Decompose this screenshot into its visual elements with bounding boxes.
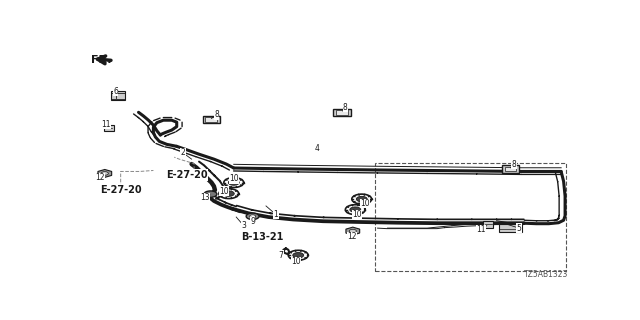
Text: E-27-20: E-27-20 <box>100 185 141 195</box>
Bar <box>111 91 125 100</box>
Circle shape <box>349 229 356 233</box>
Text: 12: 12 <box>95 173 104 182</box>
Bar <box>205 117 218 122</box>
Bar <box>202 116 220 124</box>
Text: 8: 8 <box>511 160 516 169</box>
Text: 6: 6 <box>113 87 118 96</box>
Polygon shape <box>98 170 111 177</box>
Circle shape <box>101 172 108 175</box>
Text: 13: 13 <box>200 193 210 202</box>
Text: 9: 9 <box>250 218 255 227</box>
Circle shape <box>356 196 367 202</box>
Text: 1: 1 <box>273 210 278 219</box>
Text: FR.: FR. <box>91 55 111 65</box>
Text: 11: 11 <box>101 120 111 129</box>
Text: 10: 10 <box>360 199 370 208</box>
Circle shape <box>246 213 259 220</box>
Circle shape <box>292 252 304 258</box>
Text: 5: 5 <box>516 224 522 233</box>
Polygon shape <box>346 227 360 235</box>
Circle shape <box>350 207 361 212</box>
Circle shape <box>204 191 217 197</box>
Bar <box>375 163 566 271</box>
Bar <box>333 108 351 116</box>
Text: 11: 11 <box>476 225 486 234</box>
Text: 4: 4 <box>315 144 319 153</box>
Bar <box>504 166 516 172</box>
Circle shape <box>223 191 234 196</box>
Text: E-27-20: E-27-20 <box>166 170 207 180</box>
Text: 10: 10 <box>352 210 362 219</box>
Bar <box>502 165 520 173</box>
Text: 10: 10 <box>219 187 228 196</box>
Text: 3: 3 <box>241 221 246 230</box>
Text: 2: 2 <box>180 148 186 157</box>
Text: 8: 8 <box>214 110 219 119</box>
Text: 10: 10 <box>229 174 239 183</box>
Text: B-13-21: B-13-21 <box>241 232 284 242</box>
Text: TZ5AB1323: TZ5AB1323 <box>524 270 568 279</box>
Text: 7: 7 <box>278 251 284 260</box>
Circle shape <box>250 215 255 218</box>
Bar <box>336 110 348 115</box>
Bar <box>499 224 522 232</box>
Bar <box>104 125 114 132</box>
Circle shape <box>228 180 239 185</box>
Text: 10: 10 <box>291 257 301 266</box>
Text: 8: 8 <box>343 103 348 112</box>
Text: 12: 12 <box>347 232 356 241</box>
Bar <box>483 221 493 228</box>
